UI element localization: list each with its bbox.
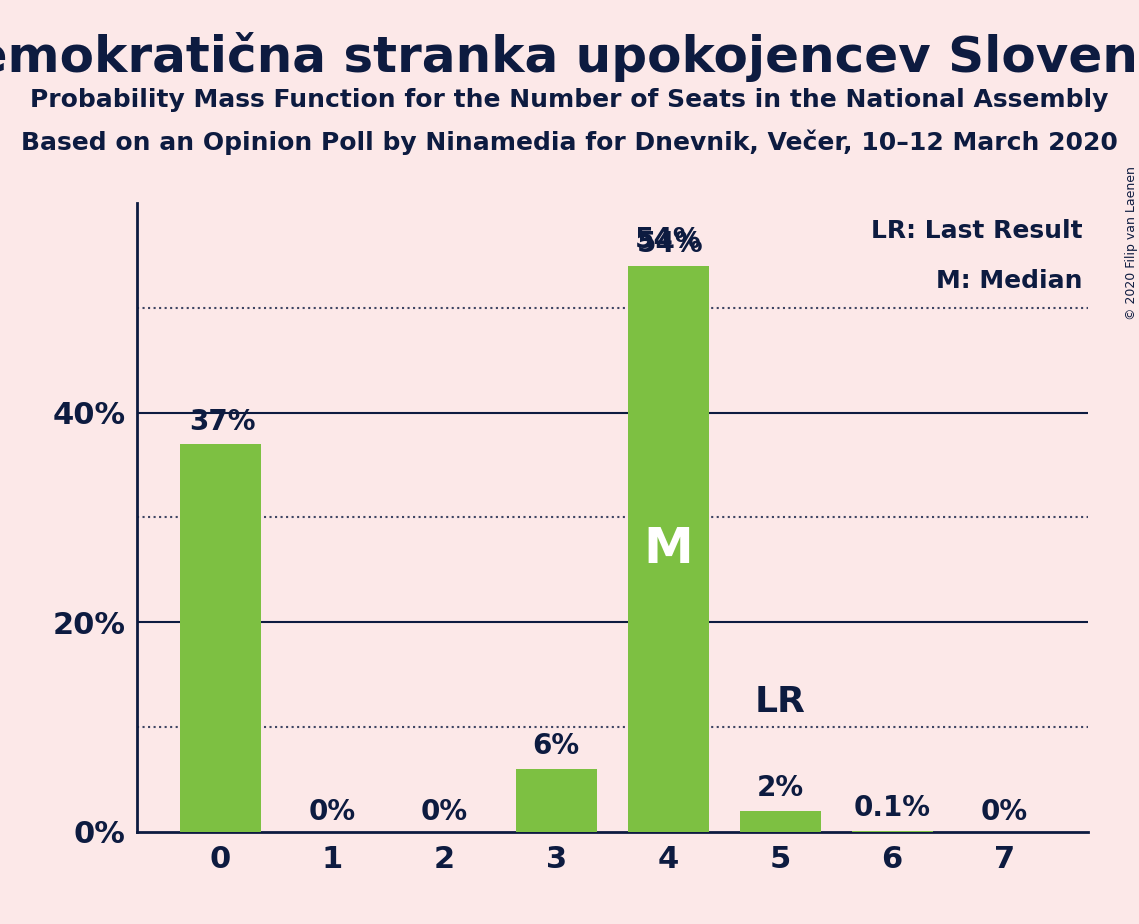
Text: Demokratična stranka upokojencev Slovenije: Demokratična stranka upokojencev Sloveni… [0,32,1139,82]
Text: 0.1%: 0.1% [854,794,931,822]
Bar [852,831,933,832]
Text: LR: Last Result: LR: Last Result [871,219,1083,243]
Text: 0%: 0% [309,798,355,826]
Text: 54%: 54% [634,225,702,253]
Bar [740,810,820,832]
Text: 6%: 6% [533,733,580,760]
Text: 0%: 0% [981,798,1027,826]
Bar [628,266,708,832]
Text: 0%: 0% [420,798,468,826]
Text: M: M [644,525,694,573]
Text: M: Median: M: Median [936,269,1083,293]
Text: 37%: 37% [189,407,255,436]
Text: Probability Mass Function for the Number of Seats in the National Assembly: Probability Mass Function for the Number… [31,88,1108,112]
Bar [180,444,261,832]
Text: LR: LR [755,685,805,719]
Text: Based on an Opinion Poll by Ninamedia for Dnevnik, Večer, 10–12 March 2020: Based on an Opinion Poll by Ninamedia fo… [21,129,1118,155]
Text: © 2020 Filip van Laenen: © 2020 Filip van Laenen [1124,166,1138,321]
Text: 54%: 54% [637,230,704,258]
Text: 2%: 2% [756,774,804,802]
Bar [516,769,597,832]
